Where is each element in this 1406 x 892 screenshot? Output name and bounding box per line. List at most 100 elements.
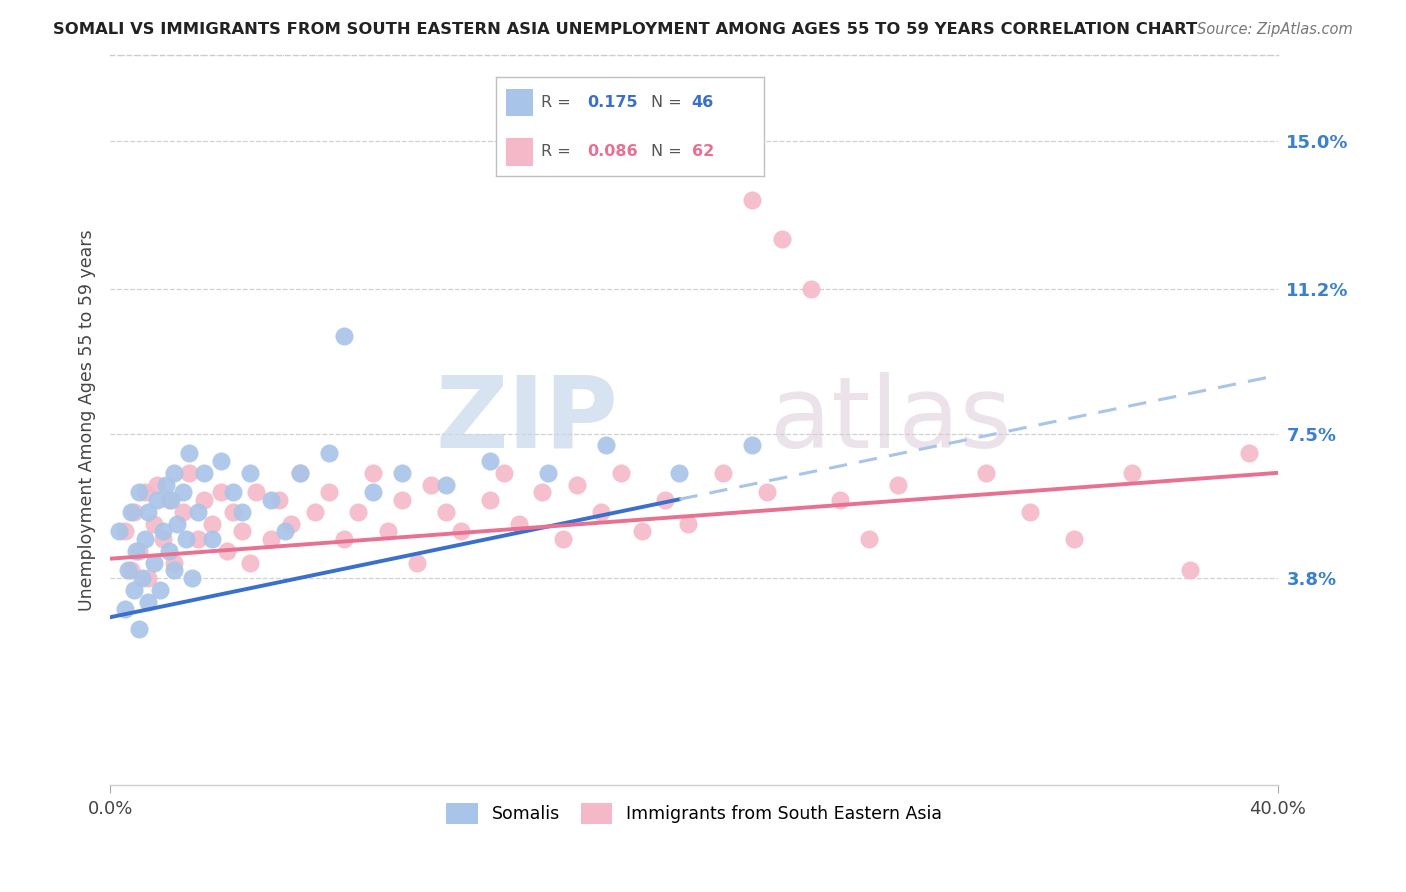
- Point: [280, 516, 302, 531]
- Point: [478, 493, 501, 508]
- Point: [531, 485, 554, 500]
- Point: [201, 516, 224, 531]
- Point: [120, 505, 142, 519]
- Point: [209, 454, 232, 468]
- Point: [231, 524, 253, 539]
- Point: [260, 532, 283, 546]
- Point: [187, 505, 209, 519]
- Point: [187, 532, 209, 546]
- Point: [630, 524, 652, 539]
- Point: [201, 532, 224, 546]
- Point: [136, 571, 159, 585]
- Point: [136, 594, 159, 608]
- Point: [595, 438, 617, 452]
- Point: [332, 329, 354, 343]
- Point: [537, 466, 560, 480]
- Point: [887, 477, 910, 491]
- Point: [288, 466, 311, 480]
- Point: [974, 466, 997, 480]
- Point: [157, 544, 180, 558]
- Point: [551, 532, 574, 546]
- Point: [174, 532, 197, 546]
- Point: [391, 466, 413, 480]
- Text: atlas: atlas: [770, 372, 1011, 468]
- Point: [269, 493, 291, 508]
- Point: [318, 446, 340, 460]
- Point: [157, 493, 180, 508]
- Point: [239, 466, 262, 480]
- Point: [391, 493, 413, 508]
- Point: [149, 582, 172, 597]
- Point: [134, 532, 156, 546]
- Point: [134, 485, 156, 500]
- Point: [222, 505, 245, 519]
- Text: SOMALI VS IMMIGRANTS FROM SOUTH EASTERN ASIA UNEMPLOYMENT AMONG AGES 55 TO 59 YE: SOMALI VS IMMIGRANTS FROM SOUTH EASTERN …: [53, 22, 1198, 37]
- Point: [180, 571, 202, 585]
- Text: Source: ZipAtlas.com: Source: ZipAtlas.com: [1197, 22, 1353, 37]
- Point: [654, 493, 676, 508]
- Point: [128, 544, 150, 558]
- Point: [245, 485, 267, 500]
- Point: [215, 544, 238, 558]
- Point: [163, 466, 186, 480]
- Point: [288, 466, 311, 480]
- Point: [120, 563, 142, 577]
- Point: [494, 466, 516, 480]
- Point: [209, 485, 232, 500]
- Point: [858, 532, 880, 546]
- Point: [193, 466, 215, 480]
- Point: [361, 485, 384, 500]
- Point: [146, 477, 169, 491]
- Point: [260, 493, 283, 508]
- Point: [361, 466, 384, 480]
- Point: [117, 563, 139, 577]
- Text: ZIP: ZIP: [436, 372, 619, 468]
- Point: [155, 477, 177, 491]
- Point: [304, 505, 326, 519]
- Point: [108, 524, 131, 539]
- Point: [741, 438, 763, 452]
- Y-axis label: Unemployment Among Ages 55 to 59 years: Unemployment Among Ages 55 to 59 years: [79, 229, 96, 611]
- Point: [163, 563, 186, 577]
- Point: [332, 532, 354, 546]
- Point: [152, 532, 174, 546]
- Point: [122, 505, 145, 519]
- Point: [508, 516, 530, 531]
- Point: [222, 485, 245, 500]
- Point: [589, 505, 612, 519]
- Point: [478, 454, 501, 468]
- Point: [114, 524, 136, 539]
- Point: [160, 493, 183, 508]
- Point: [567, 477, 589, 491]
- Point: [136, 505, 159, 519]
- Point: [1237, 446, 1260, 460]
- Point: [152, 524, 174, 539]
- Point: [172, 505, 194, 519]
- Point: [770, 231, 793, 245]
- Point: [756, 485, 779, 500]
- Point: [676, 516, 699, 531]
- Point: [274, 524, 297, 539]
- Point: [1121, 466, 1143, 480]
- Point: [125, 544, 148, 558]
- Point: [711, 466, 734, 480]
- Point: [231, 505, 253, 519]
- Point: [193, 493, 215, 508]
- Point: [177, 466, 200, 480]
- Point: [128, 622, 150, 636]
- Point: [434, 505, 457, 519]
- Point: [177, 446, 200, 460]
- Point: [405, 556, 427, 570]
- Point: [128, 485, 150, 500]
- Point: [1018, 505, 1040, 519]
- Point: [239, 556, 262, 570]
- Point: [1063, 532, 1085, 546]
- Point: [142, 516, 165, 531]
- Point: [610, 466, 633, 480]
- Point: [131, 571, 153, 585]
- Point: [347, 505, 370, 519]
- Point: [450, 524, 472, 539]
- Legend: Somalis, Immigrants from South Eastern Asia: Somalis, Immigrants from South Eastern A…: [440, 796, 949, 831]
- Point: [377, 524, 399, 539]
- Point: [172, 485, 194, 500]
